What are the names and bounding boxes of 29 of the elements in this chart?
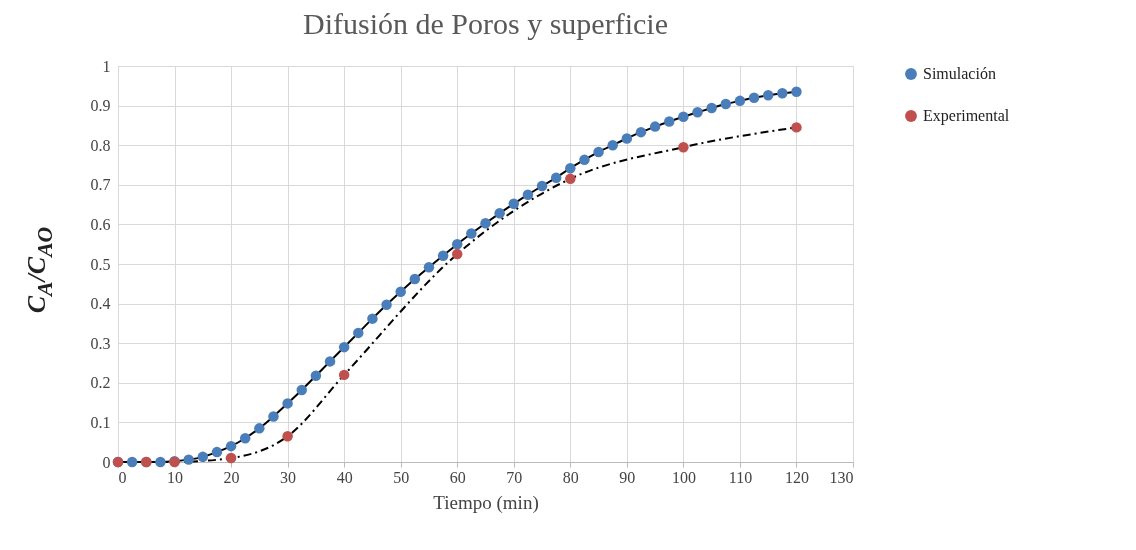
x-tick-label: 130 (829, 468, 854, 486)
x-tick-label: 0 (118, 468, 127, 486)
y-tick-label: 0.3 (90, 334, 111, 352)
y-tick-label: 0.9 (90, 97, 111, 115)
x-tick-label: 10 (167, 468, 184, 486)
y-tick-label: 0 (102, 453, 111, 471)
y-tick-label: 0.2 (90, 374, 111, 392)
y-tick-label: 0.6 (90, 215, 111, 233)
y-tick-label: 0.4 (90, 295, 111, 313)
x-tick-label: 20 (223, 468, 240, 486)
x-tick-label: 110 (728, 468, 753, 486)
x-tick-label: 120 (784, 468, 809, 486)
y-tick-label: 0.5 (90, 255, 111, 273)
x-tick-label: 60 (449, 468, 466, 486)
legend-label: Simulación (923, 65, 996, 82)
x-tick-label: 30 (280, 468, 297, 486)
legend-label: Experimental (923, 107, 1010, 125)
x-tick-label: 70 (506, 468, 523, 486)
x-tick-label: 50 (393, 468, 410, 486)
y-tick-label: 0.8 (90, 136, 111, 154)
y-tick-label: 0.7 (90, 176, 111, 194)
x-axis-title: Tiempo (min) (433, 491, 539, 514)
x-tick-label: 100 (671, 468, 696, 486)
chart-title: Difusión de Poros y superficie (303, 7, 668, 40)
x-tick-label: 40 (336, 468, 353, 486)
y-tick-label: 0.1 (90, 413, 111, 431)
x-tick-label: 80 (562, 468, 579, 486)
y-tick-label: 1 (102, 57, 111, 75)
x-tick-label: 90 (619, 468, 636, 486)
